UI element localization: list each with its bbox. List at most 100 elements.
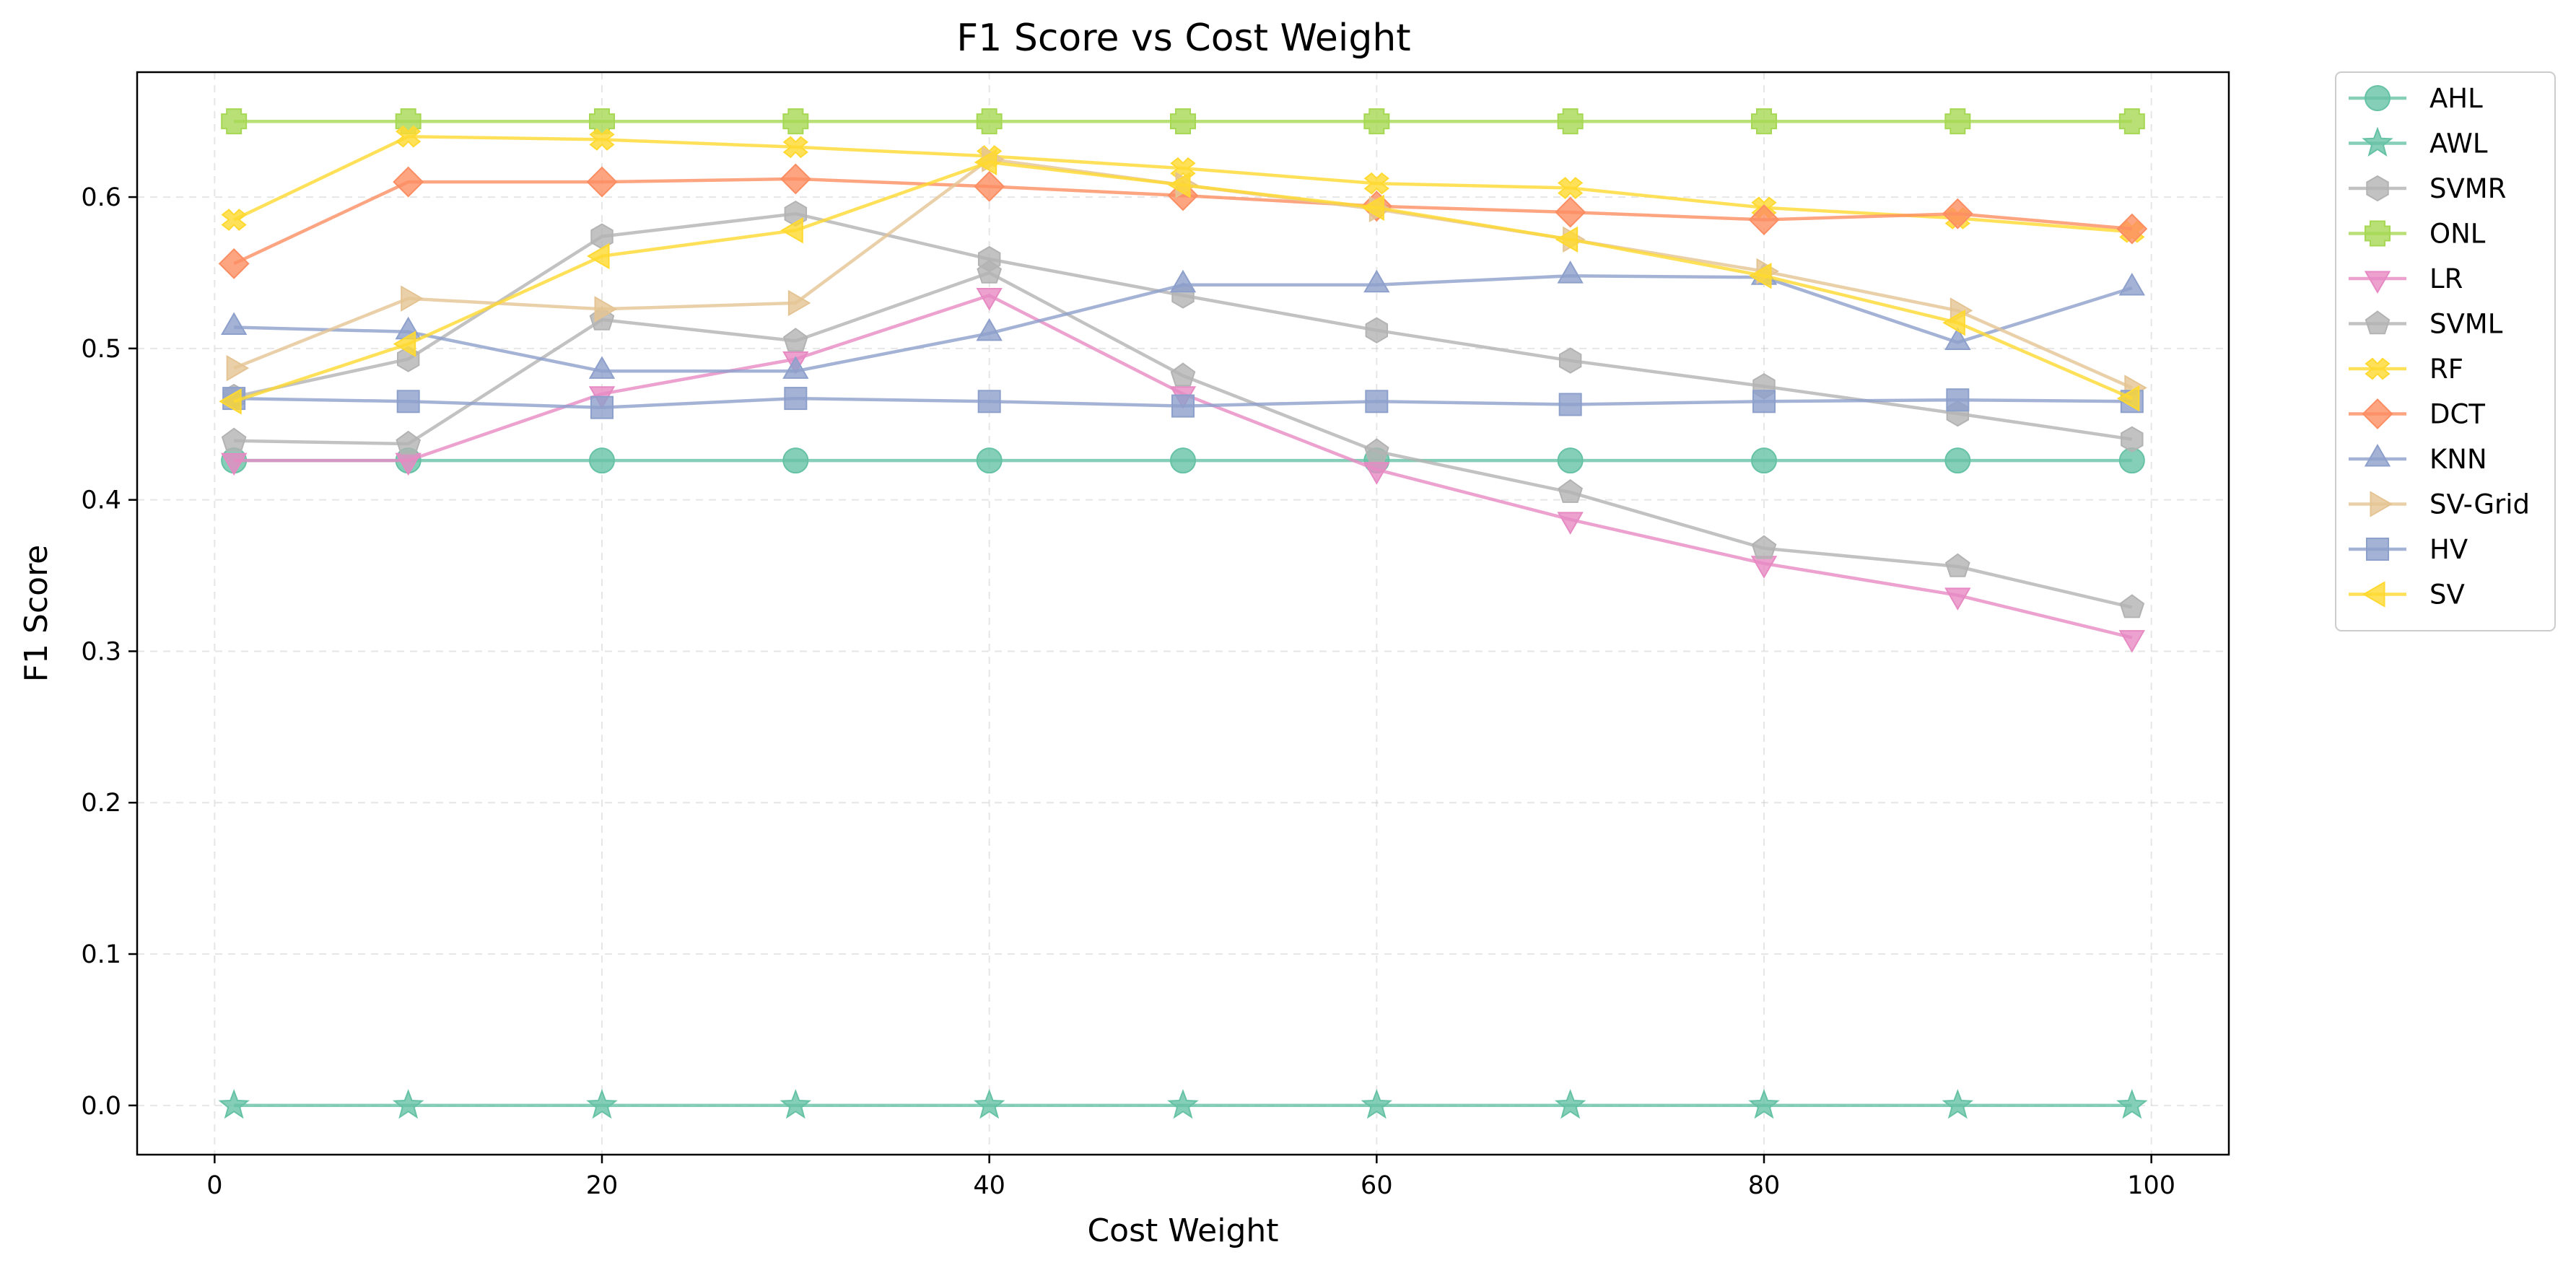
data-point (782, 328, 808, 352)
data-point (586, 1088, 618, 1119)
data-point (1751, 535, 1777, 559)
legend-item: DCT (2349, 398, 2485, 430)
data-point (1748, 204, 1780, 235)
legend-marker (2365, 220, 2391, 247)
series-line (234, 271, 2133, 609)
legend-marker (2370, 491, 2393, 517)
data-point (1944, 587, 1971, 611)
plot-series (218, 108, 2148, 1119)
data-point (976, 108, 1003, 135)
data-point (977, 390, 1001, 414)
legend-item: HV (2349, 534, 2468, 565)
x-tick-label: 100 (2127, 1171, 2175, 1200)
chart-title: F1 Score vs Cost Weight (956, 17, 1410, 60)
data-point (218, 1088, 250, 1119)
data-point (1944, 327, 1971, 350)
data-point (1554, 1088, 1586, 1119)
data-point (1944, 108, 1971, 135)
legend-marker (2366, 538, 2389, 561)
data-point (392, 1088, 424, 1119)
data-point (2116, 213, 2148, 245)
data-point (1363, 438, 1389, 463)
data-point (1361, 194, 1384, 221)
plot-frame (136, 71, 2230, 1156)
data-point (1557, 108, 1584, 135)
data-point (976, 318, 1003, 341)
data-point (589, 447, 615, 474)
legend-label: HV (2429, 534, 2468, 565)
data-point (1748, 1088, 1780, 1119)
data-point (780, 163, 811, 195)
data-point (586, 166, 618, 198)
series-dct (218, 163, 2148, 279)
data-point (589, 108, 615, 135)
data-point (2116, 1088, 2148, 1119)
series-awl (218, 1088, 2148, 1119)
data-point (973, 1088, 1005, 1119)
x-axis-title: Cost Weight (1087, 1212, 1278, 1249)
series-svml (221, 259, 2145, 618)
data-point (1167, 172, 1191, 198)
y-tick-label: 0.1 (81, 940, 121, 969)
legend-label: SV-Grid (2429, 489, 2530, 520)
legend-marker (2362, 126, 2393, 157)
data-point (1363, 108, 1390, 135)
series-onl (221, 108, 2145, 135)
y-tick-label: 0.2 (81, 789, 121, 818)
data-point (782, 108, 809, 135)
data-point (976, 447, 1003, 474)
data-point (2118, 108, 2145, 135)
data-point (2119, 594, 2145, 618)
data-point (2116, 385, 2140, 412)
legend-label: ONL (2429, 219, 2486, 250)
data-point (1167, 1088, 1199, 1119)
data-point (2118, 272, 2146, 296)
data-point (1169, 269, 1197, 293)
x-tick-label: 40 (973, 1171, 1005, 1200)
data-point (1752, 390, 1776, 414)
data-point (1750, 556, 1778, 579)
y-tick-label: 0.3 (81, 637, 121, 666)
data-point (977, 259, 1003, 284)
legend-item: LR (2349, 263, 2463, 294)
series-sv (219, 149, 2140, 415)
x-tick-label: 20 (586, 1171, 619, 1200)
data-point (396, 390, 420, 414)
data-point (782, 136, 808, 159)
data-point (1942, 198, 1973, 229)
legend-marker (2364, 443, 2391, 467)
data-point (226, 354, 250, 382)
y-tick-label: 0.4 (81, 486, 121, 515)
legend-marker (2362, 581, 2385, 608)
legend-item: KNN (2349, 443, 2487, 475)
legend-item: RF (2349, 354, 2463, 385)
data-point (976, 287, 1003, 311)
legend-marker (2364, 271, 2391, 294)
data-point (220, 312, 248, 335)
legend-item: SV (2349, 579, 2465, 611)
data-point (1558, 393, 1582, 416)
data-point (2121, 426, 2144, 452)
data-point (586, 242, 610, 270)
data-point (220, 452, 248, 476)
y-tick-label: 0.0 (81, 1092, 121, 1121)
data-point (401, 285, 424, 312)
data-point (782, 356, 809, 379)
data-point (787, 289, 811, 317)
y-tick-label: 0.6 (81, 183, 121, 212)
legend-item: AHL (2349, 83, 2483, 114)
series-ahl (221, 447, 2145, 474)
data-point (1944, 447, 1971, 474)
data-point (1170, 108, 1196, 135)
data-point (590, 395, 614, 419)
data-point (782, 447, 809, 474)
legend-label: SVMR (2429, 173, 2506, 204)
data-point (221, 209, 247, 231)
data-point (1557, 261, 1584, 284)
data-point (396, 430, 422, 455)
data-point (1171, 394, 1195, 418)
data-point (218, 248, 250, 279)
data-point (1361, 1088, 1393, 1119)
series-knn (220, 261, 2146, 379)
